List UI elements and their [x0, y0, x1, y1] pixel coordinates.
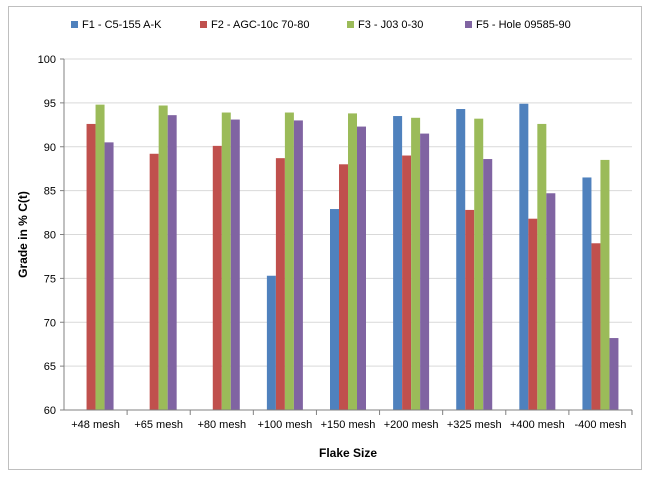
bar-2-4: [275, 158, 285, 410]
bar-1-5: [330, 209, 339, 410]
bar-4-6: [420, 133, 430, 410]
bar-chart: 60 65 70 75 80 85 90 95 100 +48 mesh +65 mesh +80 m…: [16, 19, 633, 460]
x-tick-label: +80 mesh: [197, 419, 246, 431]
x-tick-label: +65 mesh: [134, 419, 183, 431]
bar-1-9: [582, 177, 592, 410]
y-tick-label: 75: [44, 273, 56, 285]
x-tick-label: +200 mesh: [384, 419, 439, 431]
bar-4-2: [167, 115, 177, 410]
legend-swatch-2: [200, 21, 207, 28]
bar-2-8: [528, 218, 538, 410]
y-tick-label: 65: [44, 361, 56, 373]
bar-2-9: [591, 243, 601, 410]
bar-1-8: [519, 103, 529, 410]
bar-3-4: [284, 112, 294, 410]
bar-3-3: [221, 112, 231, 410]
bar-2-2: [149, 153, 159, 410]
bar-4-5: [357, 126, 366, 410]
y-tick-label: 70: [44, 317, 56, 329]
bar-4-8: [546, 193, 556, 410]
bar-3-9: [600, 159, 610, 410]
bar-3-2: [158, 105, 168, 410]
bar-2-1: [86, 123, 96, 410]
x-tick-label: +100 mesh: [258, 419, 313, 431]
bar-3-7: [474, 118, 484, 411]
bar-4-1: [104, 142, 114, 411]
bar-3-5: [348, 113, 357, 410]
legend-label-3: F3 - J03 0-30: [358, 19, 423, 31]
bar-3-1: [95, 104, 105, 410]
bar-2-3: [212, 145, 222, 410]
bar-4-7: [483, 159, 493, 410]
bar-4-3: [230, 119, 240, 411]
x-tick-label: +48 mesh: [71, 419, 120, 431]
bar-1-7: [456, 109, 466, 410]
legend-swatch-1: [71, 21, 78, 28]
legend-label-4: F5 - Hole 09585-90: [476, 19, 571, 31]
y-tick-label: 85: [44, 186, 56, 198]
legend-swatch-3: [347, 21, 354, 28]
y-tick-label: 80: [44, 230, 56, 242]
bars: [86, 103, 619, 411]
bar-3-6: [411, 117, 421, 410]
x-axis-title: Flake Size: [319, 446, 377, 460]
legend-label-2: F2 - AGC-10c 70-80: [211, 19, 309, 31]
bar-1-4: [266, 275, 276, 410]
x-tick-label: +400 mesh: [510, 419, 565, 431]
legend: F1 - C5-155 A-K F2 - AGC-10c 70-80 F3 - J0…: [71, 19, 571, 31]
x-tick-label: +325 mesh: [447, 419, 502, 431]
y-tick-label: 60: [44, 405, 56, 417]
x-tick-label: -400 mesh: [574, 419, 626, 431]
bar-2-5: [339, 164, 348, 410]
chart-container: 60 65 70 75 80 85 90 95 100 +48 mesh +65 mesh +80 m…: [8, 6, 642, 470]
y-tick-label: 90: [44, 142, 56, 154]
y-axis-title: Grade in % C(t): [16, 191, 30, 278]
x-tick-label: +150 mesh: [321, 419, 376, 431]
bar-2-7: [465, 209, 475, 410]
legend-label-1: F1 - C5-155 A-K: [82, 19, 162, 31]
axes: 60 65 70 75 80 85 90 95 100 +48 mesh +65 mesh +80 m…: [38, 54, 633, 431]
y-tick-label: 100: [38, 54, 56, 66]
bar-4-9: [609, 338, 619, 410]
bar-2-6: [402, 155, 412, 410]
legend-swatch-4: [465, 21, 472, 28]
bar-3-8: [537, 123, 547, 410]
bar-4-4: [293, 120, 303, 411]
bar-1-6: [393, 116, 403, 410]
y-tick-label: 95: [44, 98, 56, 110]
